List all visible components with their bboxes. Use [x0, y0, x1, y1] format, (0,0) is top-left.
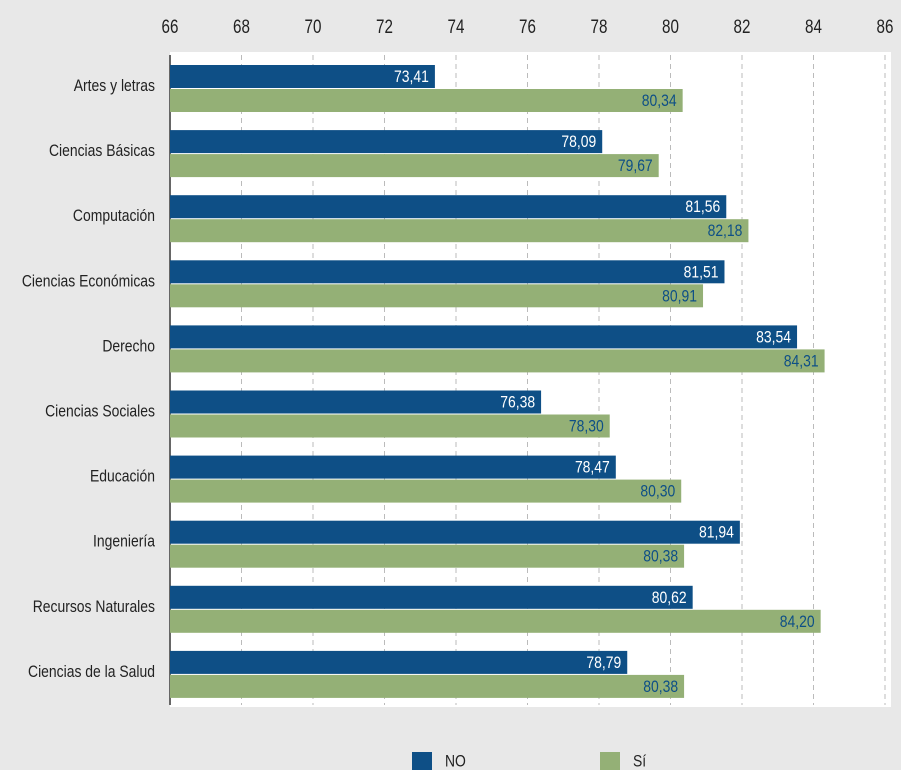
bar — [170, 585, 693, 609]
value-label: 80,91 — [662, 287, 697, 306]
bar — [170, 325, 798, 349]
bar — [170, 414, 610, 438]
y-tick-label: Ingeniería — [93, 532, 155, 551]
bar — [170, 130, 603, 154]
x-tick-label: 72 — [376, 15, 393, 37]
y-tick-label: Computación — [73, 207, 155, 226]
value-label: 84,20 — [780, 613, 815, 632]
bar — [170, 154, 659, 178]
y-tick-label: Ciencias Económicas — [22, 272, 155, 291]
bar — [170, 455, 616, 479]
y-tick-label: Ciencias de la Salud — [28, 663, 155, 682]
y-tick-label: Artes y letras — [74, 77, 155, 96]
value-label: 76,38 — [500, 393, 535, 412]
value-label: 73,41 — [394, 68, 429, 87]
x-tick-label: 66 — [162, 15, 179, 37]
value-label: 79,67 — [618, 157, 653, 176]
x-tick-label: 82 — [734, 15, 751, 37]
value-label: 80,62 — [652, 589, 687, 608]
bar — [170, 390, 542, 414]
bar — [170, 479, 682, 503]
value-label: 80,38 — [643, 547, 678, 566]
y-tick-label: Ciencias Sociales — [45, 402, 155, 421]
bar — [170, 219, 749, 243]
y-tick-label: Educación — [90, 467, 155, 486]
value-label: 81,56 — [685, 198, 720, 217]
bar — [170, 260, 725, 284]
x-tick-label: 80 — [662, 15, 679, 37]
value-label: 81,51 — [684, 263, 719, 282]
bar — [170, 520, 740, 544]
bar — [170, 349, 825, 373]
value-label: 81,94 — [699, 523, 734, 542]
value-label: 80,34 — [642, 92, 677, 111]
legend-swatch — [412, 752, 432, 770]
x-tick-label: 68 — [233, 15, 250, 37]
bar — [170, 65, 435, 88]
x-tick-label: 74 — [448, 15, 465, 37]
value-label: 82,18 — [708, 222, 743, 241]
value-label: 80,30 — [640, 482, 675, 501]
x-tick-label: 78 — [591, 15, 608, 37]
bar — [170, 195, 727, 219]
legend-label: NO — [445, 752, 466, 770]
value-label: 83,54 — [756, 328, 791, 347]
bar — [170, 609, 821, 633]
bar — [170, 89, 683, 112]
value-label: 78,30 — [569, 417, 604, 436]
x-tick-label: 86 — [877, 15, 894, 37]
y-tick-label: Ciencias Básicas — [49, 142, 155, 161]
y-tick-label: Recursos Naturales — [33, 598, 156, 617]
bar — [170, 650, 628, 674]
value-label: 78,09 — [561, 133, 596, 152]
legend-label: Sí — [633, 752, 647, 770]
x-tick-label: 84 — [805, 15, 822, 37]
x-tick-label: 70 — [305, 15, 322, 37]
value-label: 84,31 — [784, 352, 819, 371]
value-label: 80,38 — [643, 678, 678, 697]
y-tick-label: Derecho — [102, 337, 155, 356]
value-label: 78,47 — [575, 458, 610, 477]
bar — [170, 674, 685, 698]
bar — [170, 544, 685, 568]
legend-swatch — [600, 752, 620, 770]
bar — [170, 284, 704, 308]
value-label: 78,79 — [586, 654, 621, 673]
x-tick-label: 76 — [519, 15, 536, 37]
